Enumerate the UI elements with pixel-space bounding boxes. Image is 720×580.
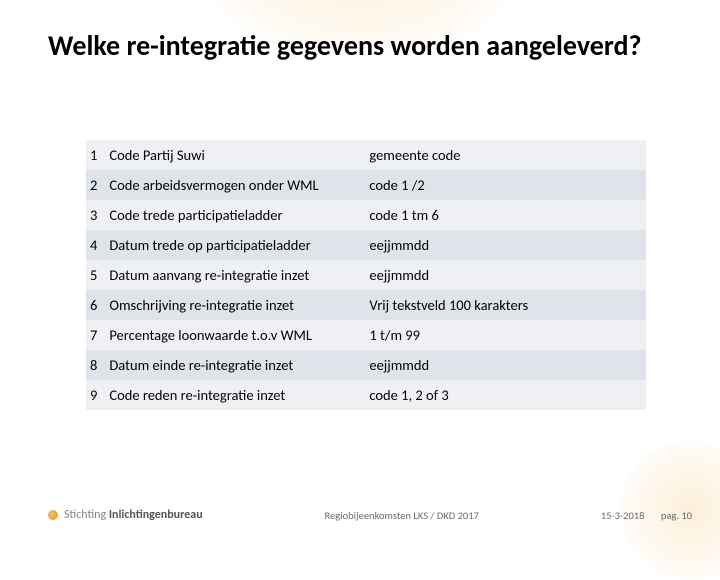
table-row: 6 Omschrijving re-integratie inzet Vrij … [86, 290, 646, 320]
table-row: 7 Percentage loonwaarde t.o.v WML 1 t/m … [86, 320, 646, 350]
row-value: code 1 /2 [365, 170, 646, 200]
data-table: 1 Code Partij Suwi gemeente code 2 Code … [86, 140, 646, 410]
row-label: Code trede participatieladder [105, 200, 365, 230]
table-row: 2 Code arbeidsvermogen onder WML code 1 … [86, 170, 646, 200]
row-label: Code arbeidsvermogen onder WML [105, 170, 365, 200]
table-row: 5 Datum aanvang re-integratie inzet eejj… [86, 260, 646, 290]
org-logo: Stichting Inlichtingenbureau [48, 508, 203, 522]
page-number: 10 [681, 509, 692, 522]
row-label: Datum trede op participatieladder [105, 230, 365, 260]
row-number: 8 [86, 350, 105, 380]
footer-page: pag. 10 [661, 509, 692, 522]
row-number: 1 [86, 140, 105, 170]
row-number: 4 [86, 230, 105, 260]
footer-right: 15-3-2018 pag. 10 [601, 509, 692, 522]
footer-date: 15-3-2018 [601, 509, 645, 522]
row-value: Vrij tekstveld 100 karakters [365, 290, 646, 320]
footer: Stichting Inlichtingenbureau Regiobijeen… [48, 508, 692, 522]
row-number: 9 [86, 380, 105, 410]
footer-center-text: Regiobijeenkomsten LKS / DKD 2017 [203, 509, 601, 522]
org-name: Stichting Inlichtingenbureau [64, 508, 203, 522]
row-number: 3 [86, 200, 105, 230]
table-row: 9 Code reden re-integratie inzet code 1,… [86, 380, 646, 410]
data-table-body: 1 Code Partij Suwi gemeente code 2 Code … [86, 140, 646, 410]
table-row: 4 Datum trede op participatieladder eejj… [86, 230, 646, 260]
row-value: code 1 tm 6 [365, 200, 646, 230]
org-main: Inlichtingenbureau [109, 508, 203, 522]
row-value: 1 t/m 99 [365, 320, 646, 350]
row-value: gemeente code [365, 140, 646, 170]
logo-dot-icon [48, 510, 58, 520]
page-title: Welke re-integratie gegevens worden aang… [48, 30, 672, 62]
row-value: code 1, 2 of 3 [365, 380, 646, 410]
row-value: eejjmmdd [365, 230, 646, 260]
row-number: 5 [86, 260, 105, 290]
row-label: Omschrijving re-integratie inzet [105, 290, 365, 320]
row-label: Code reden re-integratie inzet [105, 380, 365, 410]
org-prefix: Stichting [64, 508, 109, 522]
row-label: Percentage loonwaarde t.o.v WML [105, 320, 365, 350]
row-label: Datum einde re-integratie inzet [105, 350, 365, 380]
table-row: 3 Code trede participatieladder code 1 t… [86, 200, 646, 230]
row-number: 6 [86, 290, 105, 320]
row-number: 7 [86, 320, 105, 350]
row-label: Code Partij Suwi [105, 140, 365, 170]
row-number: 2 [86, 170, 105, 200]
row-label: Datum aanvang re-integratie inzet [105, 260, 365, 290]
page-label: pag. [661, 509, 679, 522]
row-value: eejjmmdd [365, 350, 646, 380]
table-row: 8 Datum einde re-integratie inzet eejjmm… [86, 350, 646, 380]
table-row: 1 Code Partij Suwi gemeente code [86, 140, 646, 170]
row-value: eejjmmdd [365, 260, 646, 290]
